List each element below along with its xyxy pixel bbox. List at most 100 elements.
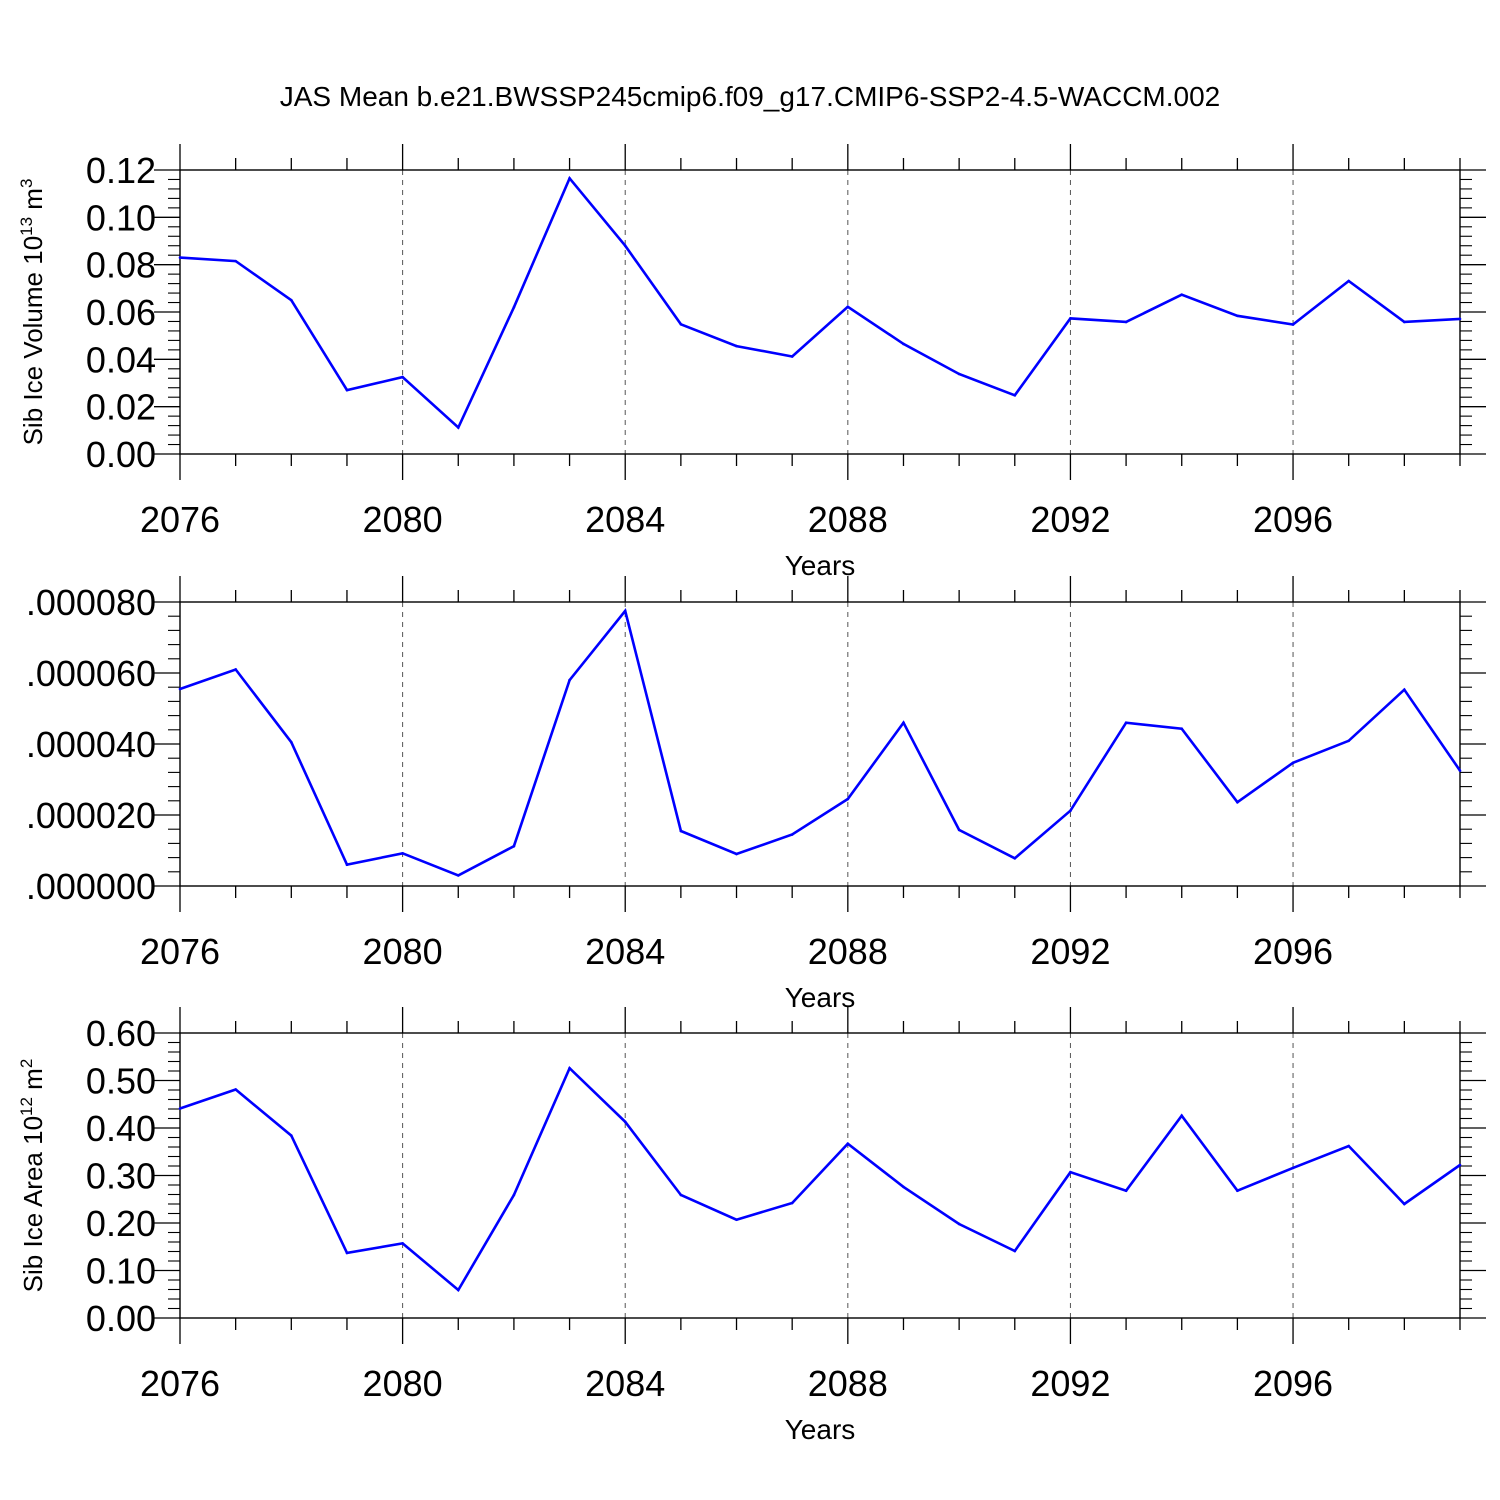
data-point [1069, 809, 1072, 813]
data-point [234, 1088, 237, 1091]
plot-frame [179, 601, 1461, 887]
x-tick-label: 2096 [1253, 1363, 1333, 1404]
data-point [1236, 1189, 1239, 1192]
data-point [1458, 317, 1462, 321]
y-tick-label: 0.20 [86, 1203, 156, 1244]
y-tick-label: 0.12 [86, 150, 156, 191]
data-point [345, 863, 349, 866]
data-point [902, 342, 905, 346]
plot-frame [179, 1032, 1461, 1319]
y-tick-label: 0.04 [86, 339, 156, 380]
y-tick-label: 0.10 [86, 1251, 156, 1292]
y-axis-title-exponent: 12 [17, 1097, 36, 1116]
data-point [735, 1218, 738, 1221]
data-point [345, 388, 349, 392]
data-point [846, 305, 850, 309]
data-point [290, 740, 293, 744]
y-tick-label: 0.02 [86, 387, 156, 428]
data-point [1291, 323, 1295, 326]
data-point [1403, 1202, 1406, 1206]
series-line [179, 1065, 1461, 1292]
data-point [957, 828, 961, 832]
x-tick-label: 2076 [140, 931, 220, 972]
y-axis-title-unit: m [18, 188, 48, 217]
data-point [234, 668, 237, 671]
data-point [345, 1251, 349, 1255]
x-tick-label: 2088 [808, 1363, 888, 1404]
y-tick-label: .000040 [26, 724, 156, 765]
y-tick-label: 0.60 [86, 1013, 156, 1054]
y-tick-label: 0.30 [86, 1156, 156, 1197]
data-point [957, 1222, 961, 1226]
y-tick-label: 0.00 [86, 1298, 156, 1339]
y-tick-label: 0.06 [86, 292, 156, 333]
x-tick-label: 2076 [140, 1363, 220, 1404]
data-point [957, 372, 961, 376]
data-point [1403, 320, 1406, 324]
data-point [846, 1142, 850, 1145]
data-point [679, 323, 683, 326]
data-point [1180, 293, 1184, 297]
data-point [1347, 739, 1350, 743]
data-point [623, 244, 627, 248]
data-point [512, 844, 516, 848]
series-line [179, 175, 1461, 430]
x-tick-label: 2084 [585, 499, 665, 540]
data-point [1069, 317, 1072, 320]
data-point [679, 829, 683, 833]
x-tick-label: 2096 [1253, 931, 1333, 972]
x-tick-label: 2076 [140, 499, 220, 540]
y-axis-title-main: Sib Ice Area 10 [18, 1116, 48, 1292]
panel-1: 0.00 0.02 0.04 0.06 0.08 0.10 0.12 2076 2080 2084… [17, 144, 1486, 581]
data-point [623, 1120, 627, 1124]
data-point [1180, 1114, 1184, 1117]
data-point [401, 1242, 404, 1245]
data-point [178, 1107, 182, 1110]
data-point [735, 344, 738, 348]
data-point [401, 375, 404, 379]
data-point [1013, 394, 1017, 397]
plot-frame [179, 169, 1461, 455]
y-axis-title: Sib Ice Volume 1013 m3 [17, 179, 48, 446]
x-tick-label: 2080 [363, 499, 443, 540]
x-tick-label: 2080 [363, 931, 443, 972]
y-axis-title-exponent: 13 [17, 217, 36, 236]
x-tick-label: 2092 [1030, 931, 1110, 972]
data-point [902, 721, 905, 724]
data-point [1347, 279, 1350, 283]
y-tick-label: .000080 [26, 582, 156, 623]
x-tick-label: 2092 [1030, 1363, 1110, 1404]
x-axis-title: Years [785, 1414, 856, 1445]
data-point [1458, 769, 1462, 772]
data-point [290, 298, 293, 302]
data-point [623, 609, 627, 613]
panel-3: 0.00 0.10 0.20 0.30 0.40 0.50 0.60 2076 2080 2084… [17, 1007, 1486, 1445]
data-point [568, 678, 571, 682]
x-tick-label: 2092 [1030, 499, 1110, 540]
data-point [1347, 1144, 1350, 1148]
y-tick-label: 0.10 [86, 197, 156, 238]
y-axis-title-unit-exponent: 2 [17, 1059, 36, 1068]
y-axis-title: Sib Ice Area 1012 m2 [17, 1059, 48, 1293]
data-point [178, 687, 182, 691]
chart-title: JAS Mean b.e21.BWSSP245cmip6.f09_g17.CMI… [280, 81, 1221, 112]
data-point [1236, 800, 1239, 804]
data-point [790, 833, 794, 836]
data-point [512, 305, 516, 309]
data-point [234, 259, 237, 263]
data-point [568, 1066, 571, 1070]
y-axis-title-unit-exponent: 3 [17, 179, 36, 188]
x-tick-label: 2096 [1253, 499, 1333, 540]
data-point [512, 1193, 516, 1197]
data-point [1069, 1170, 1072, 1174]
series-line [179, 608, 1462, 877]
data-point [568, 176, 571, 180]
x-tick-label: 2084 [585, 1363, 665, 1404]
data-point [1291, 1166, 1295, 1170]
data-point [679, 1193, 683, 1197]
x-axis-title: Years [785, 982, 856, 1013]
y-axis-title-unit: m [18, 1068, 48, 1097]
data-point [1124, 320, 1128, 324]
data-point [1013, 1249, 1017, 1253]
data-point [790, 1201, 794, 1205]
